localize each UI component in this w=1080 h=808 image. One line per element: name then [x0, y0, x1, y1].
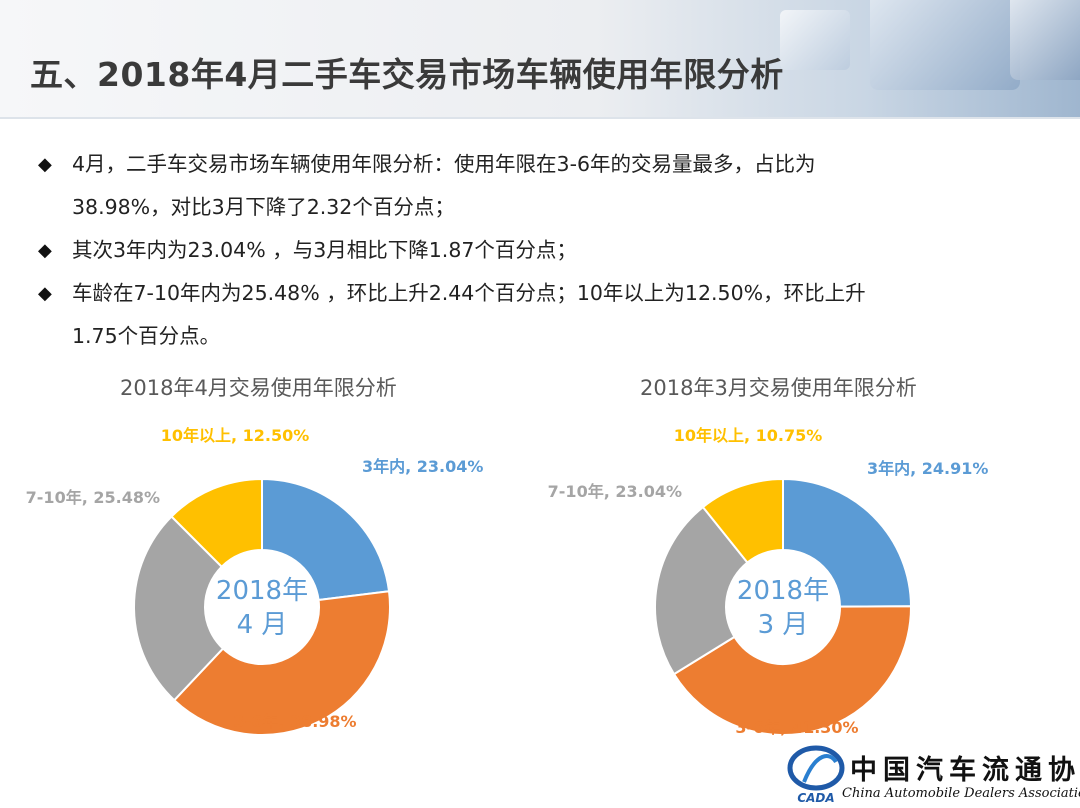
chart-title-april: 2018年4月交易使用年限分析: [120, 376, 397, 400]
slice-10年以上: [170, 477, 263, 569]
center-label: 2018年: [737, 576, 829, 606]
diamond-bullet-icon: ◆: [38, 240, 52, 261]
center-label: 2018年: [216, 576, 308, 606]
data-label-3-6年: 3-6年, 41.30%: [735, 718, 858, 737]
chart-title-march: 2018年3月交易使用年限分析: [640, 376, 917, 400]
decorative-cube: [780, 10, 850, 70]
donut-chart-march: 3年内, 24.91% 3-6年, 41.30% 7-10年, 23.04% 10年以…: [548, 426, 989, 737]
bullet-line: 4月，二手车交易市场车辆使用年限分析：使用年限在3-6年的交易量最多，占比为: [72, 152, 816, 176]
bullet-item: ◆ 其次3年内为23.04% ，与3月相比下降1.87个百分点；: [38, 229, 1048, 272]
bullet-line: 1.75个百分点。: [72, 324, 221, 348]
diamond-bullet-icon: ◆: [38, 154, 52, 175]
data-label-3年内: 3年内, 23.04%: [362, 457, 483, 476]
bullet-item: ◆ 车龄在7-10年内为25.48% ，环比上升2.44个百分点；10年以上为1…: [38, 272, 1048, 358]
slice-3年内: [261, 477, 391, 602]
center-label: 3 月: [758, 610, 809, 640]
decorative-cube: [1010, 0, 1080, 80]
logo-abbr: CADA: [797, 791, 834, 804]
data-label-7-10年: 7-10年, 23.04%: [548, 482, 682, 501]
data-label-3-6年: 3-6年, 38.98%: [233, 712, 356, 731]
header-divider: [0, 117, 1080, 119]
data-label-10年以上: 10年以上, 10.75%: [674, 426, 823, 445]
cada-logo-icon: CADA: [787, 745, 845, 804]
data-label-10年以上: 10年以上, 12.50%: [161, 426, 310, 445]
center-label: 4 月: [237, 610, 288, 640]
slice-7-10年: [654, 505, 749, 676]
slice-3年内: [782, 477, 913, 608]
bullet-list: ◆ 4月，二手车交易市场车辆使用年限分析：使用年限在3-6年的交易量最多，占比为…: [38, 143, 1048, 358]
diamond-bullet-icon: ◆: [38, 283, 52, 304]
bullet-line: 车龄在7-10年内为25.48% ，环比上升2.44个百分点；10年以上为12.…: [72, 281, 866, 305]
header-banner: 五、2018年4月二手车交易市场车辆使用年限分析: [0, 0, 1080, 118]
data-label-3年内: 3年内, 24.91%: [867, 459, 988, 478]
page-title: 五、2018年4月二手车交易市场车辆使用年限分析: [30, 55, 784, 94]
slice-3-6年: [172, 590, 391, 736]
decorative-cube: [870, 0, 1020, 90]
donut-chart-april: 3年内, 23.04% 3-6年, 38.98% 7-10年, 25.48% 10年以…: [26, 426, 483, 736]
association-name-en: China Automobile Dealers Association: [842, 786, 1080, 801]
bullet-line: 38.98%，对比3月下降了2.32个百分点；: [72, 195, 455, 219]
bullet-line: 其次3年内为23.04% ，与3月相比下降1.87个百分点；: [72, 238, 577, 262]
association-name-cn: 中国汽车流通协会: [850, 755, 1080, 786]
association-logo: CADA 中国汽车流通协会 China Automobile Dealers A…: [786, 740, 1080, 806]
slice-7-10年: [133, 515, 225, 702]
bullet-item: ◆ 4月，二手车交易市场车辆使用年限分析：使用年限在3-6年的交易量最多，占比为…: [38, 143, 1048, 229]
slice-10年以上: [701, 477, 784, 564]
data-label-7-10年: 7-10年, 25.48%: [26, 488, 160, 507]
